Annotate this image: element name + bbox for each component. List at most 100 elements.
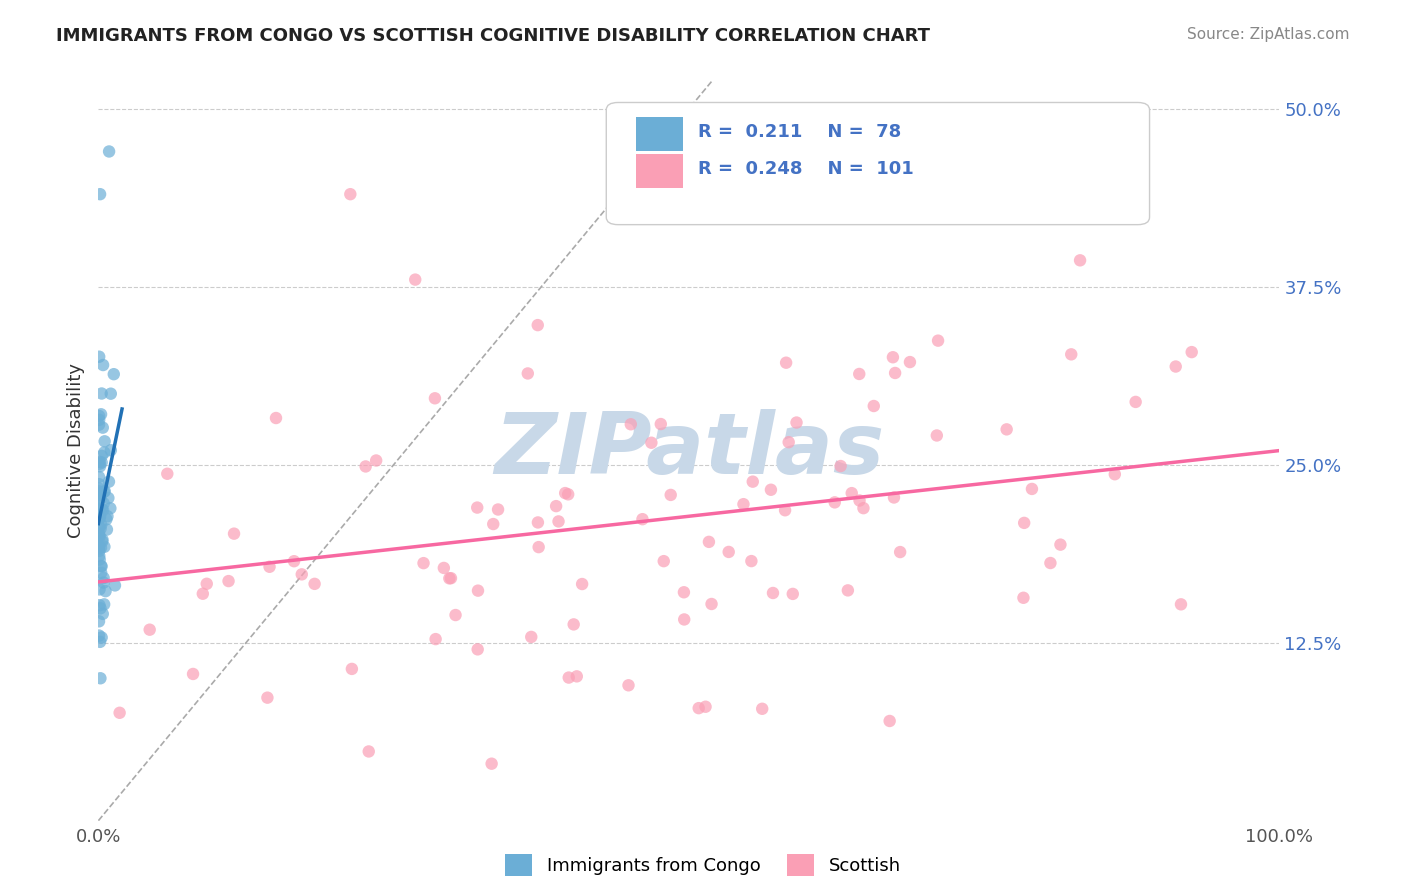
Point: [841, 486, 863, 500]
Point: [520, 630, 543, 644]
Point: [554, 486, 576, 500]
Point: [91, 358, 114, 372]
Point: [740, 554, 762, 568]
Point: [91, 420, 114, 434]
Text: R =  0.248    N =  101: R = 0.248 N = 101: [699, 161, 914, 178]
Point: [1104, 467, 1126, 482]
Point: [673, 612, 696, 626]
Point: [546, 499, 568, 513]
Point: [830, 458, 852, 473]
Point: [87, 477, 110, 491]
Point: [89, 413, 111, 427]
Bar: [636, 154, 683, 187]
Point: [733, 497, 755, 511]
Point: [89, 350, 111, 364]
Point: [87, 486, 110, 500]
Point: [90, 449, 112, 463]
Point: [527, 540, 550, 554]
Point: [883, 491, 905, 505]
Point: [264, 411, 287, 425]
Point: [879, 714, 901, 728]
Point: [93, 496, 115, 510]
Point: [90, 407, 112, 421]
Point: [925, 428, 948, 442]
Point: [366, 453, 388, 467]
Point: [995, 422, 1018, 436]
Point: [98, 501, 121, 516]
Point: [751, 702, 773, 716]
Point: [741, 475, 763, 489]
Point: [486, 502, 509, 516]
Point: [291, 567, 314, 582]
Point: [425, 632, 447, 646]
Point: [1012, 591, 1035, 605]
Point: [1012, 516, 1035, 530]
Point: [283, 554, 305, 568]
Point: [89, 187, 111, 202]
Y-axis label: Cognitive Disability: Cognitive Disability: [66, 363, 84, 538]
Point: [98, 145, 121, 159]
Point: [90, 455, 112, 469]
Point: [96, 523, 118, 537]
Point: [87, 512, 110, 526]
Point: [516, 367, 538, 381]
Point: [562, 617, 585, 632]
Point: [697, 534, 720, 549]
Point: [558, 671, 581, 685]
Legend: Immigrants from Congo, Scottish: Immigrants from Congo, Scottish: [498, 847, 908, 883]
Point: [87, 520, 110, 534]
Point: [93, 445, 115, 459]
Point: [444, 607, 467, 622]
Point: [90, 558, 112, 573]
Point: [259, 559, 281, 574]
Point: [93, 598, 115, 612]
Point: [156, 467, 179, 481]
Point: [90, 566, 112, 580]
Point: [650, 417, 672, 431]
Point: [762, 586, 785, 600]
Point: [195, 576, 218, 591]
Point: [89, 509, 111, 524]
Point: [89, 529, 111, 543]
Point: [481, 756, 503, 771]
Point: [90, 517, 112, 532]
Point: [94, 484, 117, 499]
Point: [884, 366, 907, 380]
Point: [87, 504, 110, 518]
Point: [1049, 538, 1071, 552]
Point: [90, 502, 112, 516]
Point: [1181, 345, 1204, 359]
Point: [89, 409, 111, 423]
Point: [87, 615, 110, 629]
Point: [89, 544, 111, 558]
Point: [89, 601, 111, 615]
Point: [557, 487, 579, 501]
Point: [631, 512, 654, 526]
Point: [89, 484, 111, 499]
Point: [775, 356, 797, 370]
Point: [87, 507, 110, 521]
Bar: [636, 118, 683, 151]
Point: [547, 515, 569, 529]
Point: [87, 528, 110, 542]
Point: [91, 607, 114, 621]
Point: [824, 495, 846, 509]
Point: [782, 587, 804, 601]
Point: [93, 575, 115, 590]
Point: [93, 571, 115, 585]
Point: [467, 583, 489, 598]
Point: [89, 635, 111, 649]
Point: [100, 443, 122, 458]
Point: [89, 509, 111, 524]
Point: [90, 386, 112, 401]
Text: ZIPatlas: ZIPatlas: [494, 409, 884, 492]
Point: [852, 501, 875, 516]
Point: [87, 470, 110, 484]
Point: [659, 488, 682, 502]
Point: [87, 541, 110, 556]
Point: [433, 561, 456, 575]
Point: [889, 545, 911, 559]
Point: [1164, 359, 1187, 374]
Point: [91, 503, 114, 517]
Point: [672, 585, 695, 599]
